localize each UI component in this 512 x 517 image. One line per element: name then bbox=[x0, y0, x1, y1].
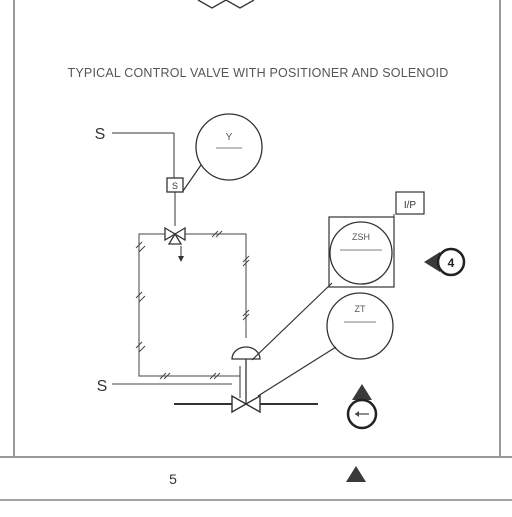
transmitter-link-line bbox=[257, 346, 337, 397]
instrument-bubble-y-label: Y bbox=[226, 132, 233, 143]
valve-actuator bbox=[231, 346, 261, 404]
cropped-valve-top bbox=[197, 0, 255, 9]
instrument-link-line bbox=[182, 164, 202, 192]
positioner-bubble bbox=[329, 221, 393, 285]
diagram-title: TYPICAL CONTROL VALVE WITH POSITIONER AN… bbox=[68, 66, 449, 80]
ip-converter-label: I/P bbox=[404, 200, 417, 211]
solenoid-label: S bbox=[172, 181, 178, 191]
three-way-solenoid-valve bbox=[164, 226, 186, 245]
vent-arrow-icon bbox=[178, 256, 184, 262]
positioner-assembly: ZSH I/P bbox=[328, 191, 425, 288]
positioner-bubble-label: ZSH bbox=[352, 232, 370, 242]
pointer-up-circle-icon bbox=[352, 384, 372, 400]
signal-label-top: S bbox=[95, 126, 106, 143]
positioner-box bbox=[328, 216, 395, 288]
position-transmitter-bubble: ZT bbox=[326, 292, 394, 360]
callout-4: 4 bbox=[424, 247, 466, 277]
position-bubble-label: ZT bbox=[355, 304, 366, 314]
callout-up bbox=[346, 384, 378, 430]
pointer-left-circle-icon bbox=[424, 252, 440, 272]
footer-page-number: 5 bbox=[169, 471, 177, 487]
triangle-up-icon bbox=[346, 466, 366, 482]
ip-converter-box bbox=[395, 191, 425, 215]
instrument-bubble-y: Y bbox=[195, 113, 263, 181]
solenoid-box: S bbox=[166, 177, 184, 193]
pneumatic-signal-loop bbox=[135, 230, 250, 380]
positioner-link-line bbox=[251, 282, 333, 361]
callout-4-number: 4 bbox=[448, 256, 455, 270]
signal-label-bottom: S bbox=[97, 378, 108, 395]
control-valve-body bbox=[174, 394, 318, 414]
